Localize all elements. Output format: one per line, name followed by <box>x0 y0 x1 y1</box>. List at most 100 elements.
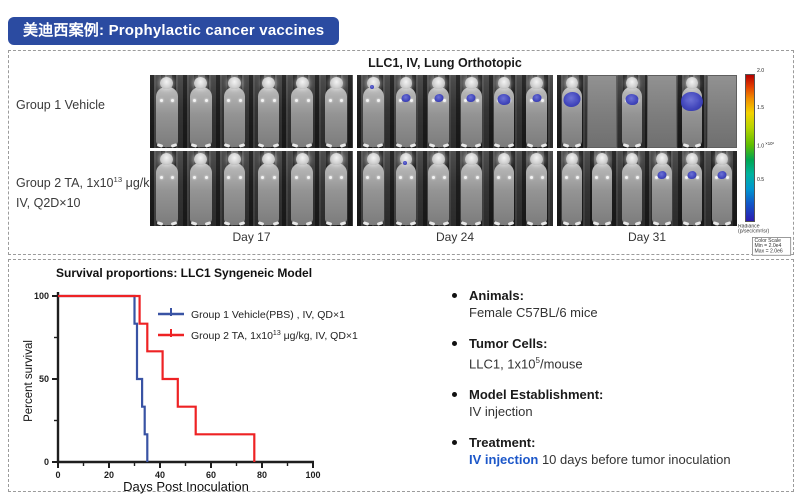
bullet-text: Treatment: IV injection 10 days before tu… <box>469 434 731 468</box>
mouse-body <box>622 163 642 225</box>
mouse-head <box>429 76 448 89</box>
text-part: Group 1 Vehicle <box>16 98 105 112</box>
bullet-title: Model Establishment: <box>469 387 604 403</box>
bioluminescence-blob <box>434 94 444 103</box>
page-title: 美迪西案例: Prophylactic cancer vaccines <box>23 22 325 39</box>
mouse-head <box>623 152 640 166</box>
mouse-image <box>649 152 674 225</box>
bioluminescence-blob <box>466 94 476 103</box>
mouse-image <box>709 152 734 225</box>
mouse-imaging-panel <box>557 151 737 226</box>
mouse-body <box>223 86 246 147</box>
mouse-slot <box>520 75 553 148</box>
mouse-slot <box>357 151 390 226</box>
bullet-item: Model Establishment: IV injection <box>452 386 787 420</box>
group-label: Group 2 TA, 1x1013 μg/kg, IV, Q2D×10 <box>16 170 160 213</box>
mouse-body <box>257 163 280 225</box>
color-scale-line: Min = 2.0e4 <box>754 243 782 249</box>
mouse-head <box>397 76 415 89</box>
mouse-head <box>527 152 546 166</box>
color-scale-line: Max = 2.0e6 <box>754 248 783 254</box>
mouse-slot <box>617 151 647 226</box>
mouse-body <box>325 163 347 225</box>
mouse-head <box>293 76 312 89</box>
chart-axes: 0 20 40 60 80 100 0 50 100 <box>34 291 321 480</box>
x-tick-label: 0 <box>55 470 60 480</box>
chart-title: Survival proportions: LLC1 Syngeneic Mod… <box>56 266 313 280</box>
mouse-imaging-panel <box>150 75 353 148</box>
bullet-icon <box>452 440 457 446</box>
mouse-slot <box>357 75 390 148</box>
radiance-unit-label: Radiance (p/sec/cm²/sr) <box>738 224 787 234</box>
x-tick-label: 60 <box>206 470 216 480</box>
mouse-body <box>526 163 548 225</box>
mouse-body <box>362 86 384 147</box>
mouse-slot <box>520 151 553 226</box>
legend-label: Group 2 TA, 1x1013 μg/kg, IV, QD×1 <box>191 330 358 342</box>
bioluminescence-blob <box>401 94 411 103</box>
empty-slot <box>587 75 617 148</box>
text-part: IV, Q2D×10 <box>16 196 81 211</box>
x-axis-label: Days Post Inoculation <box>123 479 249 494</box>
mouse-image <box>559 152 584 225</box>
mouse-image <box>153 152 181 225</box>
color-scale-line: Color Scale <box>754 238 781 244</box>
mouse-image <box>619 152 644 225</box>
mouse-body <box>257 86 280 147</box>
survival-curve-group2 <box>58 294 256 462</box>
colorbar-exponent: ×10⁶ <box>764 141 775 147</box>
mouse-body <box>395 163 417 225</box>
mouse-body <box>223 163 246 225</box>
mouse-head <box>293 152 312 166</box>
mouse-image <box>220 76 248 147</box>
mouse-image <box>559 76 584 147</box>
mouse-image <box>220 152 248 225</box>
bullet-line: IV injection 10 days before tumor inocul… <box>469 451 731 468</box>
bullet-item: Animals: Female C57BL/6 mice <box>452 287 787 321</box>
text-part: Group 2 TA, 1x10 <box>16 176 114 191</box>
mouse-body <box>460 163 482 225</box>
mouse-slot <box>677 75 707 148</box>
mouse-head <box>364 152 382 166</box>
bullet-text: Animals: Female C57BL/6 mice <box>469 287 598 321</box>
mouse-image <box>679 76 704 147</box>
bullet-title: Animals: <box>469 288 524 303</box>
mouse-body <box>562 163 582 225</box>
survival-curves <box>58 294 256 462</box>
mouse-head <box>429 152 448 166</box>
y-tick-label: 100 <box>34 291 49 301</box>
header-badge: 美迪西案例: Prophylactic cancer vaccines <box>8 17 340 45</box>
day-label: Day 24 <box>435 230 475 244</box>
bullet-line: Female C57BL/6 mice <box>469 304 598 321</box>
mouse-body <box>189 163 212 225</box>
x-tick-label: 40 <box>155 470 165 480</box>
mouse-body <box>291 86 314 147</box>
imaging-title: LLC1, IV, Lung Orthotopic <box>368 56 522 70</box>
study-details-list: Animals: Female C57BL/6 mice Tumor Cells: L… <box>452 287 787 482</box>
mouse-image <box>523 152 550 225</box>
mouse-image <box>360 152 387 225</box>
mouse-head <box>191 76 210 89</box>
mouse-slot <box>557 75 587 148</box>
bioluminescence-blob <box>717 170 727 179</box>
bioluminescence-blob <box>370 84 375 89</box>
mouse-slot <box>184 151 218 226</box>
bioluminescence-blob <box>497 93 511 105</box>
mouse-image <box>254 152 282 225</box>
bullet-icon <box>452 293 457 298</box>
mouse-head <box>462 76 480 89</box>
mouse-head <box>326 152 346 166</box>
bioluminescence-blob <box>625 93 639 105</box>
mouse-body <box>189 86 212 147</box>
bioluminescence-blob <box>681 91 703 111</box>
survival-curve-group1 <box>58 294 149 462</box>
mouse-head <box>527 76 546 89</box>
radiance-line: Radiance <box>738 224 760 230</box>
bullet-title: Tumor Cells: <box>469 336 548 351</box>
mouse-head <box>495 76 513 89</box>
group-label-line: Group 2 TA, 1x1013 μg/kg, <box>16 170 160 193</box>
mouse-head <box>713 152 730 166</box>
empty-slot <box>647 75 677 148</box>
mouse-imaging-panel <box>557 75 737 148</box>
bullet-title: Treatment: <box>469 435 536 451</box>
